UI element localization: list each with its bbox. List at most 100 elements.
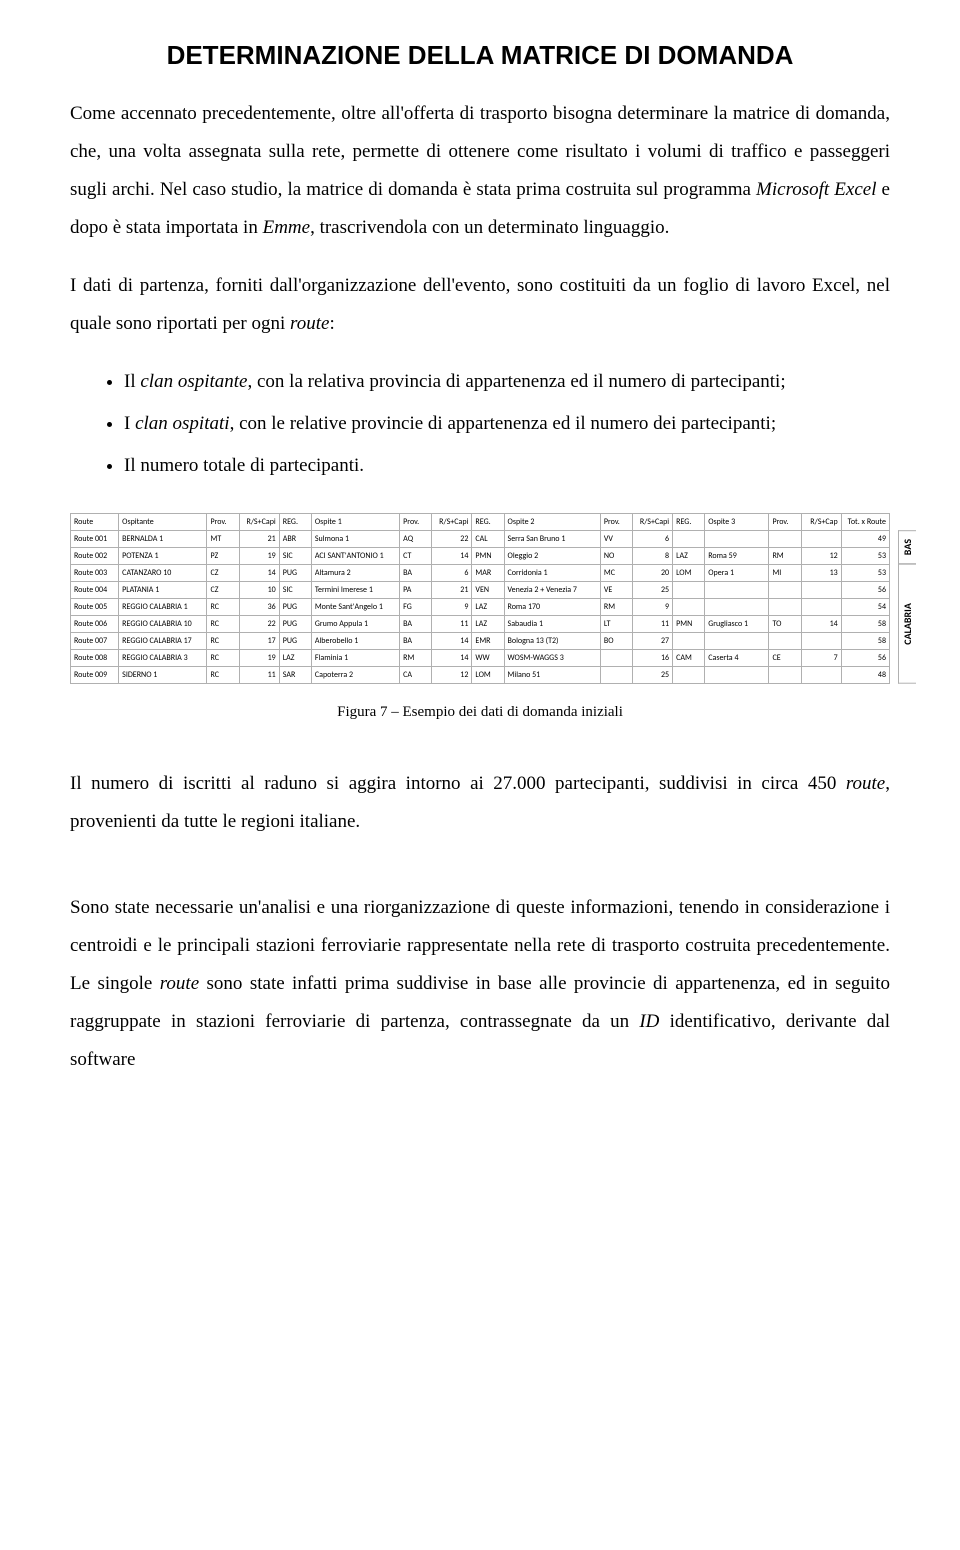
data-table: RouteOspitanteProv.R/S+CapiREG.Ospite 1P… [70, 513, 890, 684]
b2-b: , con le relative provincie di appartene… [230, 413, 777, 434]
p1-text-c: , trascrivendola con un determinato ling… [310, 217, 669, 238]
bullet-3: Il numero totale di partecipanti. [124, 447, 890, 485]
table-cell [769, 531, 801, 548]
table-cell: 9 [632, 599, 672, 616]
table-cell: Termini Imerese 1 [311, 582, 399, 599]
table-cell: Milano 51 [504, 667, 600, 684]
side-label-wrap: BASCALABRIA [898, 513, 916, 684]
table-cell: 9 [432, 599, 472, 616]
table-cell: 56 [841, 582, 889, 599]
table-header-cell: R/S+Capi [632, 514, 672, 531]
table-cell: Route 006 [71, 616, 119, 633]
table-cell: LT [600, 616, 632, 633]
table-cell: 27 [632, 633, 672, 650]
table-cell: 54 [841, 599, 889, 616]
table-row: Route 001BERNALDA 1MT21ABRSulmona 1AQ22C… [71, 531, 890, 548]
table-row: Route 007REGGIO CALABRIA 17RC17PUGAlbero… [71, 633, 890, 650]
table-cell: PZ [207, 548, 239, 565]
table-cell: Grumo Appula 1 [311, 616, 399, 633]
table-cell [801, 531, 841, 548]
table-cell: Route 004 [71, 582, 119, 599]
table-cell: VE [600, 582, 632, 599]
paragraph-1: Come accennato precedentemente, oltre al… [70, 95, 890, 247]
table-cell: TO [769, 616, 801, 633]
table-cell: EMR [472, 633, 504, 650]
table-cell: CT [400, 548, 432, 565]
table-cell: CA [400, 667, 432, 684]
table-cell: MI [769, 565, 801, 582]
p4-italic-2: ID [639, 1011, 659, 1032]
table-cell: 25 [632, 667, 672, 684]
paragraph-4: Sono state necessarie un'analisi e una r… [70, 889, 890, 1079]
table-cell: 36 [239, 599, 279, 616]
table-header-cell: Ospitante [119, 514, 207, 531]
table-cell: PMN [472, 548, 504, 565]
page-title: DETERMINAZIONE DELLA MATRICE DI DOMANDA [70, 40, 890, 71]
table-cell: 13 [801, 565, 841, 582]
table-cell: CATANZARO 10 [119, 565, 207, 582]
table-header-cell: REG. [279, 514, 311, 531]
table-cell: 53 [841, 548, 889, 565]
table-cell: BA [400, 616, 432, 633]
table-cell: Caserta 4 [705, 650, 769, 667]
table-cell: 11 [239, 667, 279, 684]
table-cell: Route 007 [71, 633, 119, 650]
table-cell: AQ [400, 531, 432, 548]
p3-a: Il numero di iscritti al raduno si aggir… [70, 773, 846, 794]
table-cell: RM [400, 650, 432, 667]
table-cell: Oleggio 2 [504, 548, 600, 565]
figure-caption: Figura 7 – Esempio dei dati di domanda i… [70, 704, 890, 721]
table-header-cell: Tot. x Route [841, 514, 889, 531]
table-cell: BO [600, 633, 632, 650]
table-cell: VEN [472, 582, 504, 599]
table-cell: LAZ [472, 599, 504, 616]
table-header-cell: R/S+Capi [432, 514, 472, 531]
table-row: Route 005REGGIO CALABRIA 1RC36PUGMonte S… [71, 599, 890, 616]
table-cell [801, 633, 841, 650]
table-cell: SAR [279, 667, 311, 684]
table-cell: LAZ [673, 548, 705, 565]
table-header-cell: Prov. [400, 514, 432, 531]
table-cell: 21 [432, 582, 472, 599]
bullet-2: I clan ospitati, con le relative provinc… [124, 405, 890, 443]
paragraph-2: I dati di partenza, forniti dall'organiz… [70, 267, 890, 343]
table-row: Route 008REGGIO CALABRIA 3RC19LAZFlamini… [71, 650, 890, 667]
table-cell: 6 [632, 531, 672, 548]
b2-a: I [124, 413, 135, 434]
table-cell: 25 [632, 582, 672, 599]
paragraph-3: Il numero di iscritti al raduno si aggir… [70, 765, 890, 841]
table-cell: 58 [841, 633, 889, 650]
table-row: Route 002POTENZA 1PZ19SICACI SANT'ANTONI… [71, 548, 890, 565]
p1-italic-2: Emme [263, 217, 310, 238]
table-cell: Alberobello 1 [311, 633, 399, 650]
table-cell: 19 [239, 548, 279, 565]
table-cell: SIC [279, 582, 311, 599]
table-cell [600, 667, 632, 684]
table-cell [801, 599, 841, 616]
table-cell: Route 003 [71, 565, 119, 582]
table-row: Route 006REGGIO CALABRIA 10RC22PUGGrumo … [71, 616, 890, 633]
table-cell: Venezia 2 + Venezia 7 [504, 582, 600, 599]
table-cell: 20 [632, 565, 672, 582]
table-header-cell: Prov. [600, 514, 632, 531]
table-cell: MAR [472, 565, 504, 582]
bullet-1: Il clan ospitante, con la relativa provi… [124, 363, 890, 401]
table-row: Route 004PLATANIA 1CZ10SICTermini Imeres… [71, 582, 890, 599]
table-cell: Route 008 [71, 650, 119, 667]
table-cell: 7 [801, 650, 841, 667]
table-cell: WW [472, 650, 504, 667]
table-cell: Grugliasco 1 [705, 616, 769, 633]
table-cell: REGGIO CALABRIA 1 [119, 599, 207, 616]
table-cell: REGGIO CALABRIA 17 [119, 633, 207, 650]
table-cell: BA [400, 565, 432, 582]
table-header-cell: Prov. [207, 514, 239, 531]
table-header-cell: Prov. [769, 514, 801, 531]
table-cell [769, 667, 801, 684]
table-cell: RC [207, 616, 239, 633]
table-cell: Flaminia 1 [311, 650, 399, 667]
table-cell: CZ [207, 565, 239, 582]
table-cell: 48 [841, 667, 889, 684]
table-cell: Opera 1 [705, 565, 769, 582]
table-cell: 14 [239, 565, 279, 582]
table-cell: POTENZA 1 [119, 548, 207, 565]
